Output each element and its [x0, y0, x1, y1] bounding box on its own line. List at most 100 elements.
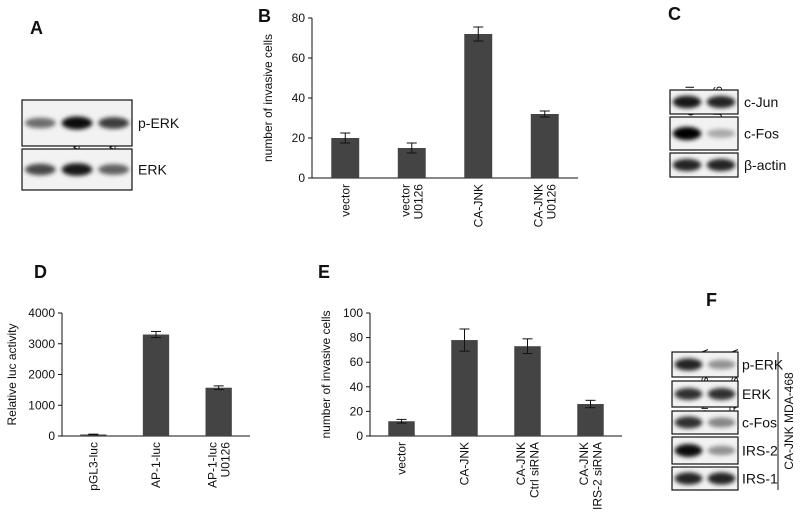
blot-bands [674, 444, 736, 457]
y-tick-label: 4000 [28, 306, 55, 320]
band [672, 158, 702, 172]
x-tick-label: AP-1-lucU0126 [205, 442, 232, 488]
panel-letter: A [30, 18, 43, 38]
bar [205, 387, 232, 436]
band [672, 126, 702, 141]
error-bar [539, 110, 550, 118]
blot-bands [24, 116, 130, 130]
y-tick-label: 60 [292, 51, 306, 65]
panel-letter: B [258, 6, 271, 26]
x-tick-label: vector [395, 442, 409, 475]
band [61, 163, 93, 176]
y-tick-label: 1000 [28, 398, 55, 412]
band [706, 158, 736, 172]
band [24, 163, 56, 176]
y-tick-label: 2000 [28, 368, 55, 382]
side-label: CA-JNK MDA-468 [782, 372, 796, 470]
band [707, 472, 736, 485]
band [674, 472, 703, 485]
band [98, 117, 130, 129]
band [672, 95, 702, 109]
bar [530, 114, 559, 178]
error-bar [340, 132, 351, 144]
bar [514, 346, 541, 436]
y-tick-label: 3000 [28, 337, 55, 351]
blot-bands [672, 126, 736, 141]
band-label: p-ERK [138, 115, 180, 131]
band [707, 445, 736, 456]
y-axis-label: number of invasive cells [261, 34, 275, 162]
x-tick-label: vector [338, 184, 352, 217]
blot-bands [674, 472, 736, 485]
x-tick-label: CA-JNK [471, 184, 485, 227]
band-label: ERK [138, 162, 167, 178]
band [707, 359, 736, 370]
blot-bands [24, 163, 130, 176]
x-tick-label: AP-1-luc [149, 442, 163, 488]
band-label: ERK [742, 386, 771, 402]
bar [331, 138, 360, 178]
bar [142, 334, 170, 436]
band [674, 416, 703, 429]
x-tick-label: pGL3-luc [87, 442, 101, 491]
band-label: p-ERK [742, 357, 784, 373]
blot-bands [674, 358, 736, 371]
y-tick-label: 0 [298, 171, 305, 185]
blot-bands [674, 416, 736, 429]
y-tick-label: 80 [292, 11, 306, 25]
error-bar [406, 142, 417, 154]
panel-letter: C [668, 4, 681, 24]
x-tick-label: CA-JNKCtrl siRNA [514, 442, 541, 498]
y-tick-label: 40 [292, 91, 306, 105]
x-tick-label: CA-JNK [458, 442, 472, 485]
band-label: c-Jun [744, 94, 778, 110]
band-label: IRS-1 [742, 471, 778, 487]
band-label: c-Fos [744, 126, 779, 142]
bar [451, 340, 478, 436]
y-tick-label: 0 [48, 429, 55, 443]
bar [388, 421, 415, 436]
y-axis-label: number of invasive cells [319, 310, 333, 438]
y-tick-label: 60 [350, 355, 364, 369]
y-tick-label: 20 [350, 404, 364, 418]
panel-letter: E [318, 262, 330, 282]
error-bar [151, 330, 161, 339]
band [61, 116, 93, 130]
band [707, 388, 736, 400]
y-tick-label: 20 [292, 131, 306, 145]
x-tick-label: CA-JNKIRS-2 siRNA [577, 442, 604, 510]
panel-letter: F [706, 290, 717, 310]
band [674, 388, 703, 400]
blot-bands [672, 95, 736, 109]
panel-letter: D [34, 262, 47, 282]
bar [577, 404, 604, 436]
y-tick-label: 100 [343, 306, 363, 320]
band [707, 417, 736, 428]
x-tick-label: CA-JNKU0126 [531, 184, 558, 228]
error-bar [473, 26, 484, 42]
error-bar [522, 338, 533, 355]
y-tick-label: 0 [356, 429, 363, 443]
band-label: c-Fos [742, 415, 777, 431]
band [98, 164, 130, 175]
band-label: β-actin [744, 157, 786, 173]
error-bar [459, 328, 470, 352]
blot-bands [674, 388, 736, 400]
y-tick-label: 80 [350, 331, 364, 345]
band-label: IRS-2 [742, 443, 778, 459]
error-bar [585, 399, 596, 409]
x-tick-label: vectorU0126 [398, 184, 425, 220]
error-bar [88, 433, 99, 436]
blot-bands [672, 158, 736, 172]
band [674, 358, 703, 371]
error-bar [213, 385, 224, 391]
band [706, 129, 736, 138]
error-bar [396, 418, 407, 424]
band [24, 117, 56, 129]
y-axis-label: Relative luc activity [5, 323, 19, 425]
y-tick-label: 40 [350, 380, 364, 394]
band [706, 95, 736, 109]
bar [464, 34, 493, 178]
band [674, 444, 703, 457]
